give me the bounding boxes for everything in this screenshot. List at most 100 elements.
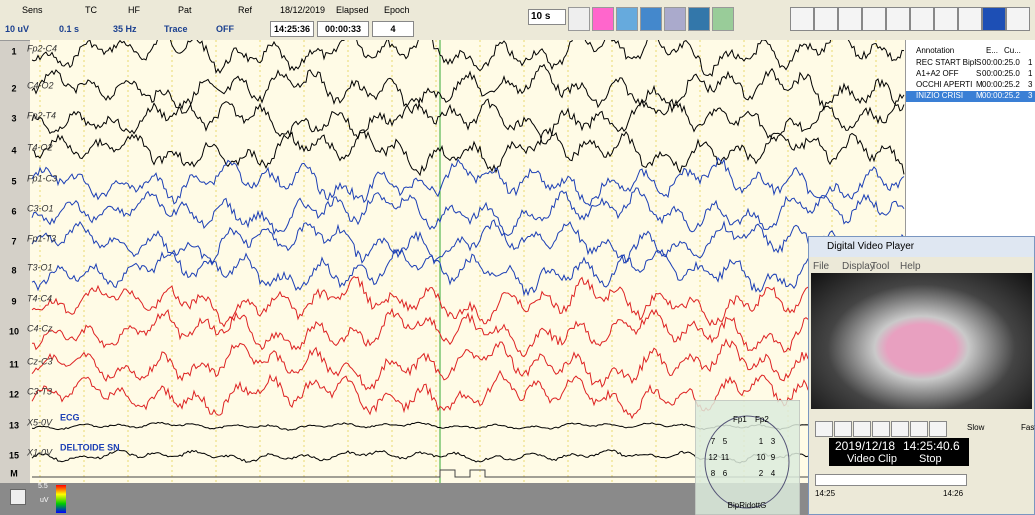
annotation-cell: 00:00:25.2 <box>982 91 1020 100</box>
head-map: Fp1Fp2751312111098624BipRidottG <box>695 400 800 515</box>
nav-button <box>1006 7 1030 31</box>
channel-node: 8 <box>711 469 716 478</box>
nav-button <box>910 7 934 31</box>
channel-number: 10 <box>9 326 19 336</box>
scale-label: uV <box>40 497 49 504</box>
annotation-cell: 00:00:25.2 <box>982 80 1020 89</box>
channel-number: 4 <box>11 145 16 155</box>
channel-node: 1 <box>759 437 764 446</box>
toolbar-header: HF <box>128 5 140 15</box>
channel-node: 4 <box>771 469 776 478</box>
column-header: Cu... <box>1004 46 1021 55</box>
toolbar-header: Ref <box>238 5 252 15</box>
nav-button <box>982 7 1006 31</box>
column-header: E... <box>986 46 998 55</box>
menu-item[interactable]: Display <box>842 261 875 272</box>
channel-number: 15 <box>9 450 19 460</box>
channel-number: 2 <box>11 83 16 93</box>
annotation-cell: 1 <box>1028 58 1032 67</box>
toolbar-field[interactable]: 10 uV <box>4 21 56 37</box>
channel-label: Fp2-T4 <box>27 110 56 120</box>
channel-node: 9 <box>771 453 776 462</box>
channel-number: 6 <box>11 206 16 216</box>
toolbar-field[interactable]: OFF <box>215 21 265 37</box>
color-scale <box>56 485 66 513</box>
player-button <box>834 421 852 437</box>
player-button <box>815 421 833 437</box>
tool-icon <box>664 7 686 31</box>
nav-button <box>838 7 862 31</box>
menu-item[interactable]: Tool <box>871 261 889 272</box>
tool-icon <box>640 7 662 31</box>
channel-node: 2 <box>759 469 764 478</box>
time-end: 14:26 <box>943 489 963 498</box>
nav-button <box>886 7 910 31</box>
player-button <box>853 421 871 437</box>
channel-number: 3 <box>11 113 16 123</box>
tool-icon <box>592 7 614 31</box>
channel-label: T4-C4 <box>27 293 52 303</box>
electrode-label: Fp1 <box>733 415 747 424</box>
annotation-cell: A1+A2 OFF <box>916 69 976 78</box>
annotation-cell: S <box>976 69 981 78</box>
menu-item[interactable]: Help <box>900 261 921 272</box>
tool-icon <box>688 7 710 31</box>
channel-number: 9 <box>11 296 16 306</box>
epoch-dropdown[interactable]: 10 s <box>528 9 566 25</box>
toolbar-field[interactable]: Trace <box>163 21 213 37</box>
speed-label: Fast <box>1021 423 1035 432</box>
annotation-cell: 00:00:25.0 <box>982 69 1020 78</box>
toolbar-header: Sens <box>22 5 43 15</box>
channel-node: 12 <box>709 453 718 462</box>
player-button <box>929 421 947 437</box>
annotation-cell: S <box>976 58 981 67</box>
zoom-button <box>10 489 26 505</box>
channel-label: X5-0V <box>26 417 53 427</box>
nav-button <box>862 7 886 31</box>
channel-number: 8 <box>11 265 16 275</box>
nav-button <box>958 7 982 31</box>
toolbar-field[interactable]: 0.1 s <box>58 21 110 37</box>
channel-node: 11 <box>721 453 730 462</box>
channel-label: C4-O2 <box>27 80 54 90</box>
page: SensTCHFPatRef18/12/2019ElapsedEpoch10 u… <box>0 0 1035 515</box>
channel-label: Cz-C3 <box>27 356 53 366</box>
channel-node: 10 <box>757 453 766 462</box>
annotation-cell: INIZIO CRISI <box>916 91 976 100</box>
trace-note: ECG <box>60 412 80 422</box>
timeline <box>815 474 967 486</box>
channel-node: 7 <box>711 437 716 446</box>
channel-label: C3-O1 <box>27 203 54 213</box>
channel-label: X1-0V <box>26 447 53 457</box>
toolbar-header: Epoch <box>384 5 410 15</box>
toolbar-header: Pat <box>178 5 192 15</box>
toolbar-field[interactable]: 14:25:36 <box>270 21 314 37</box>
channel-label: C3-T3 <box>27 386 52 396</box>
toolbar-field[interactable]: 4 <box>372 21 414 37</box>
player-button <box>872 421 890 437</box>
tool-icon <box>568 7 590 31</box>
annotation-cell: 3 <box>1028 91 1032 100</box>
nav-button <box>814 7 838 31</box>
play-state: Stop <box>919 453 942 465</box>
toolbar-field[interactable]: 35 Hz <box>112 21 162 37</box>
montage-label: BipRidottG <box>728 501 767 510</box>
player-button <box>891 421 909 437</box>
channel-number: 1 <box>11 46 16 56</box>
toolbar-header: Elapsed <box>336 5 369 15</box>
tool-icon <box>616 7 638 31</box>
channel-node: 6 <box>723 469 728 478</box>
channel-number: 12 <box>9 389 19 399</box>
annotation-panel: AnnotationE...Cu...REC START BipRS00:00:… <box>905 40 1035 240</box>
toolbar-field[interactable]: 00:00:33 <box>317 21 369 37</box>
channel-number: 7 <box>11 236 16 246</box>
channel-label: Fp1-T3 <box>27 233 56 243</box>
channel-number: M <box>10 468 18 478</box>
clip-name: Video Clip <box>847 453 897 465</box>
toolbar-header: 18/12/2019 <box>280 5 325 15</box>
nav-button <box>934 7 958 31</box>
menu-item[interactable]: File <box>813 261 829 272</box>
column-header: Annotation <box>916 46 954 55</box>
